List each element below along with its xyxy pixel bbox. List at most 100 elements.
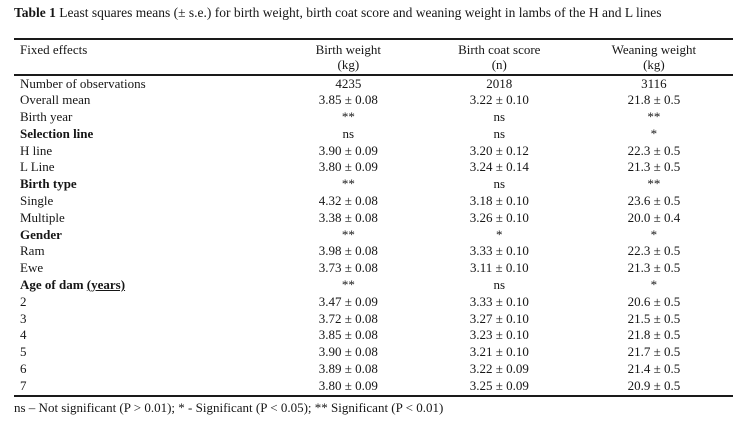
cell-value: 21.8 ± 0.5 <box>627 92 681 108</box>
table-row: 5 3.90 ± 0.08 3.21 ± 0.10 21.7 ± 0.5 <box>14 344 733 361</box>
row-label-text: 4 <box>20 327 27 343</box>
row-label-text: 6 <box>20 361 27 377</box>
table-row: Multiple 3.38 ± 0.08 3.26 ± 0.10 20.0 ± 0.4 <box>14 210 733 227</box>
column-header-title: Birth weight <box>315 41 381 57</box>
table-caption-text: Least squares means (± s.e.) for birth w… <box>55 5 662 20</box>
row-label-text: Gender <box>20 226 62 242</box>
cell-value: 21.7 ± 0.5 <box>627 344 681 360</box>
table-row: Gender ** * * <box>14 227 733 244</box>
table-row: Overall mean 3.85 ± 0.08 3.22 ± 0.10 21.8 ±… <box>14 92 733 109</box>
table-row: Number of observations 4235 2018 3116 <box>14 75 733 93</box>
cell-value: * <box>650 277 658 293</box>
row-label: Gender <box>14 227 273 244</box>
cell-value: ns <box>493 109 506 125</box>
cell-value: * <box>650 226 658 242</box>
cell-value: ** <box>341 226 355 242</box>
column-header-unit: (kg) <box>337 57 360 72</box>
cell-value: 3.80 ± 0.09 <box>318 377 378 393</box>
table-row: H line 3.90 ± 0.09 3.20 ± 0.12 22.3 ± 0.5 <box>14 143 733 160</box>
row-label-text: L Line <box>20 159 55 175</box>
cell-value: ** <box>341 176 355 192</box>
row-label: 3 <box>14 311 273 328</box>
column-header-fixed-effects: Fixed effects <box>14 39 273 75</box>
cell-value: ** <box>647 176 661 192</box>
row-label-text: 2 <box>20 293 27 309</box>
cell-value: 3.20 ± 0.12 <box>469 142 529 158</box>
cell-value: 3.89 ± 0.08 <box>318 361 378 377</box>
cell-value: ** <box>341 109 355 125</box>
column-header-title: Fixed effects <box>20 41 88 57</box>
table-row: Ram 3.98 ± 0.08 3.33 ± 0.10 22.3 ± 0.5 <box>14 243 733 260</box>
header-row: Fixed effects Birth weight (kg) Birth co… <box>14 39 733 75</box>
cell-value: 3.11 ± 0.10 <box>469 260 529 276</box>
table-row: Birth year ** ns ** <box>14 109 733 126</box>
row-label: 4 <box>14 327 273 344</box>
row-label: Ewe <box>14 260 273 277</box>
cell-value: 3.98 ± 0.08 <box>318 243 378 259</box>
column-header-birth-coat-score: Birth coat score (n) <box>424 39 575 75</box>
cell-value: 3.73 ± 0.08 <box>318 260 378 276</box>
row-label-text: Multiple <box>20 209 65 225</box>
table-row: Birth type ** ns ** <box>14 176 733 193</box>
cell-value: 20.0 ± 0.4 <box>627 209 681 225</box>
cell-value: 3.33 ± 0.10 <box>469 293 529 309</box>
column-header-unit: (kg) <box>643 57 665 72</box>
table-body: Number of observations 4235 2018 3116 Overal… <box>14 75 733 396</box>
table-row: Selection line ns ns * <box>14 126 733 143</box>
row-label-text: Ewe <box>20 260 44 276</box>
table-row: 4 3.85 ± 0.08 3.23 ± 0.10 21.8 ± 0.5 <box>14 327 733 344</box>
cell-value: 3.47 ± 0.09 <box>318 293 378 309</box>
cell-value: 3.21 ± 0.10 <box>469 344 529 360</box>
document-page: Table 1 Least squares means (± s.e.) for… <box>14 5 733 415</box>
row-label: H line <box>14 143 273 160</box>
table-row: Age of dam (years) ** ns * <box>14 277 733 294</box>
cell-value: 22.3 ± 0.5 <box>627 243 681 259</box>
table-row: 2 3.47 ± 0.09 3.33 ± 0.10 20.6 ± 0.5 <box>14 294 733 311</box>
cell-value: 3.90 ± 0.09 <box>318 142 378 158</box>
cell-value: 3.24 ± 0.14 <box>469 159 529 175</box>
table-row: L Line 3.80 ± 0.09 3.24 ± 0.14 21.3 ± 0.5 <box>14 159 733 176</box>
row-label-text: Selection line <box>20 125 94 141</box>
cell-value: 3.22 ± 0.10 <box>469 92 529 108</box>
cell-value: 4.32 ± 0.08 <box>318 193 378 209</box>
significance-footnote: ns – Not significant (P > 0.01); * - Sig… <box>14 399 444 415</box>
row-label-text: Ram <box>20 243 45 259</box>
cell-value: 21.3 ± 0.5 <box>627 159 681 175</box>
row-label: Birth type <box>14 176 273 193</box>
cell-value: 22.3 ± 0.5 <box>627 142 681 158</box>
row-label: 6 <box>14 361 273 378</box>
row-label: Ram <box>14 243 273 260</box>
cell-value: 3.33 ± 0.10 <box>469 243 529 259</box>
row-label: Age of dam (years) <box>14 277 273 294</box>
cell-value: 2018 <box>486 75 513 91</box>
column-header-weaning-weight: Weaning weight (kg) <box>575 39 733 75</box>
row-label-text: Birth year <box>20 109 73 125</box>
row-label-text: H line <box>20 142 53 158</box>
column-header-unit: (n) <box>491 57 507 72</box>
cell-value: 3.26 ± 0.10 <box>469 209 529 225</box>
column-header-title: Weaning weight <box>611 41 697 57</box>
cell-value: 21.5 ± 0.5 <box>627 310 681 326</box>
cell-value: * <box>496 226 503 242</box>
cell-value: 3.85 ± 0.08 <box>318 92 378 108</box>
cell-value: 3.38 ± 0.08 <box>318 209 378 225</box>
cell-value: 3.72 ± 0.08 <box>318 310 378 326</box>
row-label: 7 <box>14 378 273 396</box>
row-label-text: Single <box>20 193 54 209</box>
cell-value: 3.23 ± 0.10 <box>469 327 529 343</box>
cell-value: 20.6 ± 0.5 <box>627 293 681 309</box>
cell-value: 20.9 ± 0.5 <box>627 377 681 393</box>
row-label-text: Birth type <box>20 176 77 192</box>
cell-value: 23.6 ± 0.5 <box>627 193 681 209</box>
row-label: Number of observations <box>14 75 273 93</box>
row-label: Multiple <box>14 210 273 227</box>
table-row: 7 3.80 ± 0.09 3.25 ± 0.09 20.9 ± 0.5 <box>14 378 733 396</box>
table-row: Single 4.32 ± 0.08 3.18 ± 0.10 23.6 ± 0.5 <box>14 193 733 210</box>
row-label: L Line <box>14 159 273 176</box>
cell-value: * <box>650 125 658 141</box>
cell-value: 3.80 ± 0.09 <box>318 159 378 175</box>
cell-value: ns <box>493 176 506 192</box>
results-table: Fixed effects Birth weight (kg) Birth co… <box>14 37 733 397</box>
cell-value: ns <box>493 125 506 141</box>
cell-value: 21.8 ± 0.5 <box>627 327 681 343</box>
